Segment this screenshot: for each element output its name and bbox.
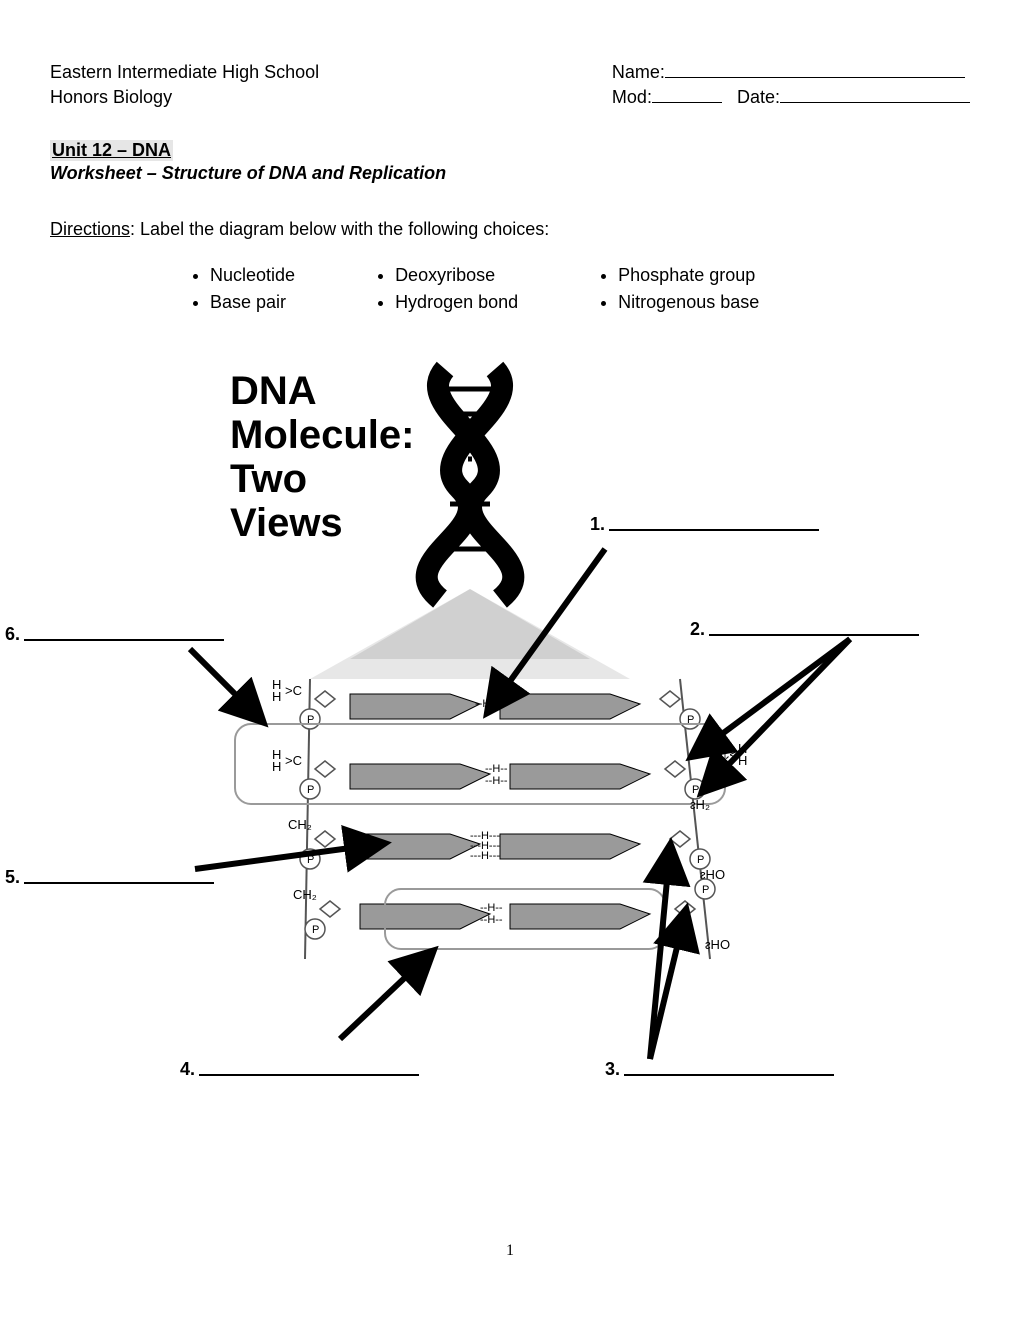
date-blank[interactable] (780, 85, 970, 103)
svg-text:--H--: --H-- (485, 763, 508, 775)
svg-text:--H--: --H-- (485, 775, 508, 787)
label-5-num: 5. (5, 868, 20, 888)
svg-text:ᴤHO: ᴤHO (705, 937, 730, 952)
course-name: Honors Biology (50, 85, 319, 110)
label-5-blank[interactable] (24, 867, 214, 883)
mod-label: Mod: (612, 87, 652, 107)
header-right: Name: Mod: Date: (612, 60, 970, 110)
label-1-blank[interactable] (609, 514, 819, 530)
svg-text:ᴤH₂: ᴤH₂ (690, 797, 710, 812)
label-4-blank[interactable] (199, 1059, 419, 1075)
label-3-blank[interactable] (624, 1059, 834, 1075)
label-2-blank[interactable] (709, 619, 919, 635)
svg-text:P: P (697, 854, 704, 866)
ladder-structure-icon: P --H-- P H H >C P --H-- --H-- P H (235, 677, 747, 959)
svg-text:CH₂: CH₂ (288, 817, 312, 832)
name-field: Name: (612, 60, 970, 85)
directions-text: : Label the diagram below with the follo… (130, 219, 549, 239)
page-number: 1 (506, 1242, 514, 1260)
svg-text:H: H (272, 689, 281, 704)
choices-col-1: Nucleotide Base pair (190, 265, 295, 319)
name-label: Name: (612, 62, 665, 82)
label-5: 5. (5, 867, 214, 888)
mod-blank[interactable] (652, 85, 722, 103)
choice-nucleotide: Nucleotide (210, 265, 295, 286)
svg-text:P: P (307, 784, 314, 796)
label-2: 2. (690, 619, 919, 640)
svg-text:--H--: --H-- (480, 902, 503, 914)
school-name: Eastern Intermediate High School (50, 60, 319, 85)
label-3-num: 3. (605, 1060, 620, 1080)
choices-col-3: Phosphate group Nitrogenous base (598, 265, 759, 319)
label-1: 1. (590, 514, 819, 535)
choice-phosphate-group: Phosphate group (618, 265, 759, 286)
header-left: Eastern Intermediate High School Honors … (50, 60, 319, 110)
label-3: 3. (605, 1059, 834, 1080)
date-label: Date: (737, 87, 780, 107)
label-6: 6. (5, 624, 224, 645)
svg-text:--H--: --H-- (480, 914, 503, 926)
choice-deoxyribose: Deoxyribose (395, 265, 518, 286)
directions-label: Directions (50, 219, 130, 239)
svg-text:H: H (272, 759, 281, 774)
document-header: Eastern Intermediate High School Honors … (50, 60, 970, 110)
choice-hydrogen-bond: Hydrogen bond (395, 292, 518, 313)
svg-text:P: P (312, 924, 319, 936)
dna-svg: P --H-- P H H >C P --H-- --H-- P H (50, 359, 970, 1119)
mod-date-field: Mod: Date: (612, 85, 970, 110)
double-helix-icon (310, 369, 630, 679)
label-4: 4. (180, 1059, 419, 1080)
label-2-num: 2. (690, 620, 705, 640)
svg-text:P: P (692, 784, 699, 796)
svg-text:>C: >C (285, 683, 302, 698)
label-6-num: 6. (5, 625, 20, 645)
choices-list: Nucleotide Base pair Deoxyribose Hydroge… (50, 265, 970, 319)
choices-col-2: Deoxyribose Hydrogen bond (375, 265, 518, 319)
svg-text:>C: >C (285, 753, 302, 768)
name-blank[interactable] (665, 60, 965, 78)
dna-diagram: DNA Molecule: Two Views (50, 359, 970, 1119)
directions: Directions: Label the diagram below with… (50, 219, 970, 240)
choice-nitrogenous-base: Nitrogenous base (618, 292, 759, 313)
label-6-blank[interactable] (24, 624, 224, 640)
unit-title: Unit 12 – DNA (50, 140, 173, 161)
svg-text:P: P (702, 884, 709, 896)
label-1-num: 1. (590, 515, 605, 535)
svg-text:CH₂: CH₂ (293, 887, 317, 902)
choice-base-pair: Base pair (210, 292, 295, 313)
worksheet-title: Worksheet – Structure of DNA and Replica… (50, 163, 970, 184)
svg-text:---H---: ---H--- (470, 850, 500, 862)
label-4-num: 4. (180, 1060, 195, 1080)
